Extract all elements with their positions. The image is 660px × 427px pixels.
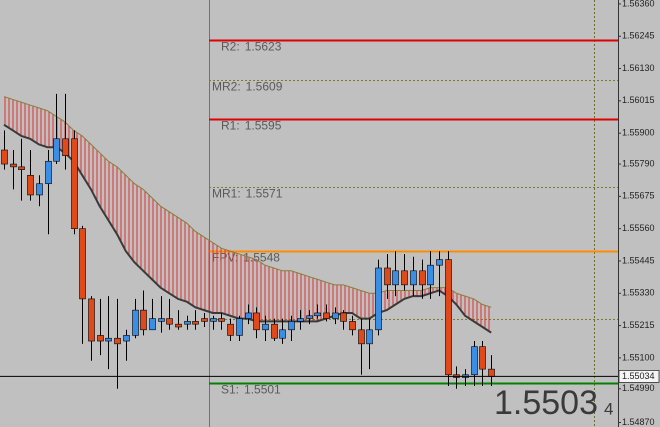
candle-body	[149, 318, 156, 331]
candle-body	[62, 138, 69, 156]
candle-body	[227, 323, 234, 336]
indicator-line	[3, 96, 492, 308]
y-tick-label: 1.56015	[622, 95, 655, 105]
candle-body	[358, 329, 365, 345]
candle-body	[375, 267, 382, 331]
pivot-value: 1.5571	[246, 187, 283, 201]
candle-body	[366, 329, 373, 345]
candle-body	[349, 321, 356, 331]
candle-body	[88, 298, 95, 342]
candle-body	[288, 321, 295, 331]
candle-body	[1, 149, 8, 165]
candle-body	[105, 337, 112, 342]
candle-body	[132, 309, 139, 336]
candle-body	[471, 346, 478, 376]
candle-body	[384, 267, 391, 286]
pivot-label: R1: 1.5595	[221, 119, 282, 133]
plot-area: R2:1.5623MR2:1.5609R1:1.5595MR1:1.5571FP…	[0, 39, 618, 397]
candle-body	[201, 318, 208, 322]
pivot-label: R2: 1.5623	[221, 40, 282, 54]
y-tick-label: 1.55445	[622, 255, 655, 265]
y-tick-label: 1.55100	[622, 352, 655, 362]
candle-body	[253, 312, 260, 331]
candle-body	[427, 264, 434, 286]
candle-body	[71, 138, 78, 229]
last-price-label: 1.55034	[622, 371, 655, 381]
candle-body	[445, 259, 452, 376]
y-tick-label: 1.54990	[622, 383, 655, 393]
pivot-value: 1.5609	[246, 80, 283, 94]
pivot-label: S1: 1.5501	[221, 383, 281, 397]
y-tick-label: 1.55790	[622, 158, 655, 168]
candle-body	[210, 318, 217, 322]
candle-body	[27, 174, 34, 196]
candle-body	[18, 166, 25, 170]
candle-body	[192, 321, 199, 325]
candle-body	[184, 321, 191, 325]
candle-body	[323, 312, 330, 319]
last-price-box	[618, 370, 660, 383]
y-tick-label: 1.55560	[622, 223, 655, 233]
pivot-label: MR2: 1.5609	[212, 80, 283, 94]
candle-body	[36, 183, 43, 196]
candle-body	[175, 323, 182, 328]
pivot-value: 1.5501	[244, 383, 281, 397]
candle-body	[410, 270, 417, 286]
candle-body	[297, 318, 304, 322]
candle-body	[340, 312, 347, 322]
candle-body	[271, 323, 278, 339]
candle-body	[332, 312, 339, 319]
candle-body	[218, 318, 225, 322]
y-tick-label: 1.56360	[622, 0, 655, 8]
pivot-name: R1:	[221, 119, 240, 133]
candle-body	[166, 318, 173, 325]
candle-body	[245, 312, 252, 319]
candle-body	[114, 337, 121, 345]
candle-body	[479, 346, 486, 370]
candle-body	[123, 335, 130, 342]
y-tick-label: 1.55900	[622, 128, 655, 138]
candle-body	[79, 228, 86, 300]
y-tick-label: 1.56130	[622, 63, 655, 73]
candle-body	[158, 318, 165, 322]
candle-body	[419, 270, 426, 286]
candle-body	[45, 160, 52, 185]
candle-body	[10, 163, 17, 168]
candle-body	[392, 270, 399, 286]
band-hatch	[4, 96, 492, 333]
big-price-last-digit: 4	[604, 399, 613, 418]
candle-body	[436, 259, 443, 266]
pivot-name: MR2:	[212, 80, 241, 94]
pivot-name: S1:	[221, 383, 239, 397]
big-price: 1.5503	[494, 384, 598, 422]
y-tick-label: 1.55675	[622, 191, 655, 201]
candle-body	[488, 368, 495, 377]
y-tick-label: 1.55215	[622, 320, 655, 330]
y-tick-label: 1.56245	[622, 31, 655, 41]
candle-body	[53, 138, 60, 162]
pivot-value: 1.5595	[245, 119, 282, 133]
pivot-value: 1.5623	[245, 40, 282, 54]
y-tick-label: 1.55330	[622, 288, 655, 298]
candle-body	[279, 329, 286, 339]
y-tick-label: 1.54870	[622, 417, 655, 427]
pivot-name: MR1:	[212, 187, 241, 201]
pivot-name: R2:	[221, 40, 240, 54]
pivot-label: MR1: 1.5571	[212, 187, 283, 201]
candle-body	[306, 315, 313, 319]
candle-body	[140, 309, 147, 331]
price-axis: 1.56360 1.56245 1.56130 1.56015 1.55900 1.557…	[618, 0, 660, 427]
candle-body	[236, 318, 243, 336]
candle-body	[262, 323, 269, 331]
candle-body	[401, 270, 408, 286]
candle-body	[97, 335, 104, 342]
candle-body	[314, 312, 321, 317]
